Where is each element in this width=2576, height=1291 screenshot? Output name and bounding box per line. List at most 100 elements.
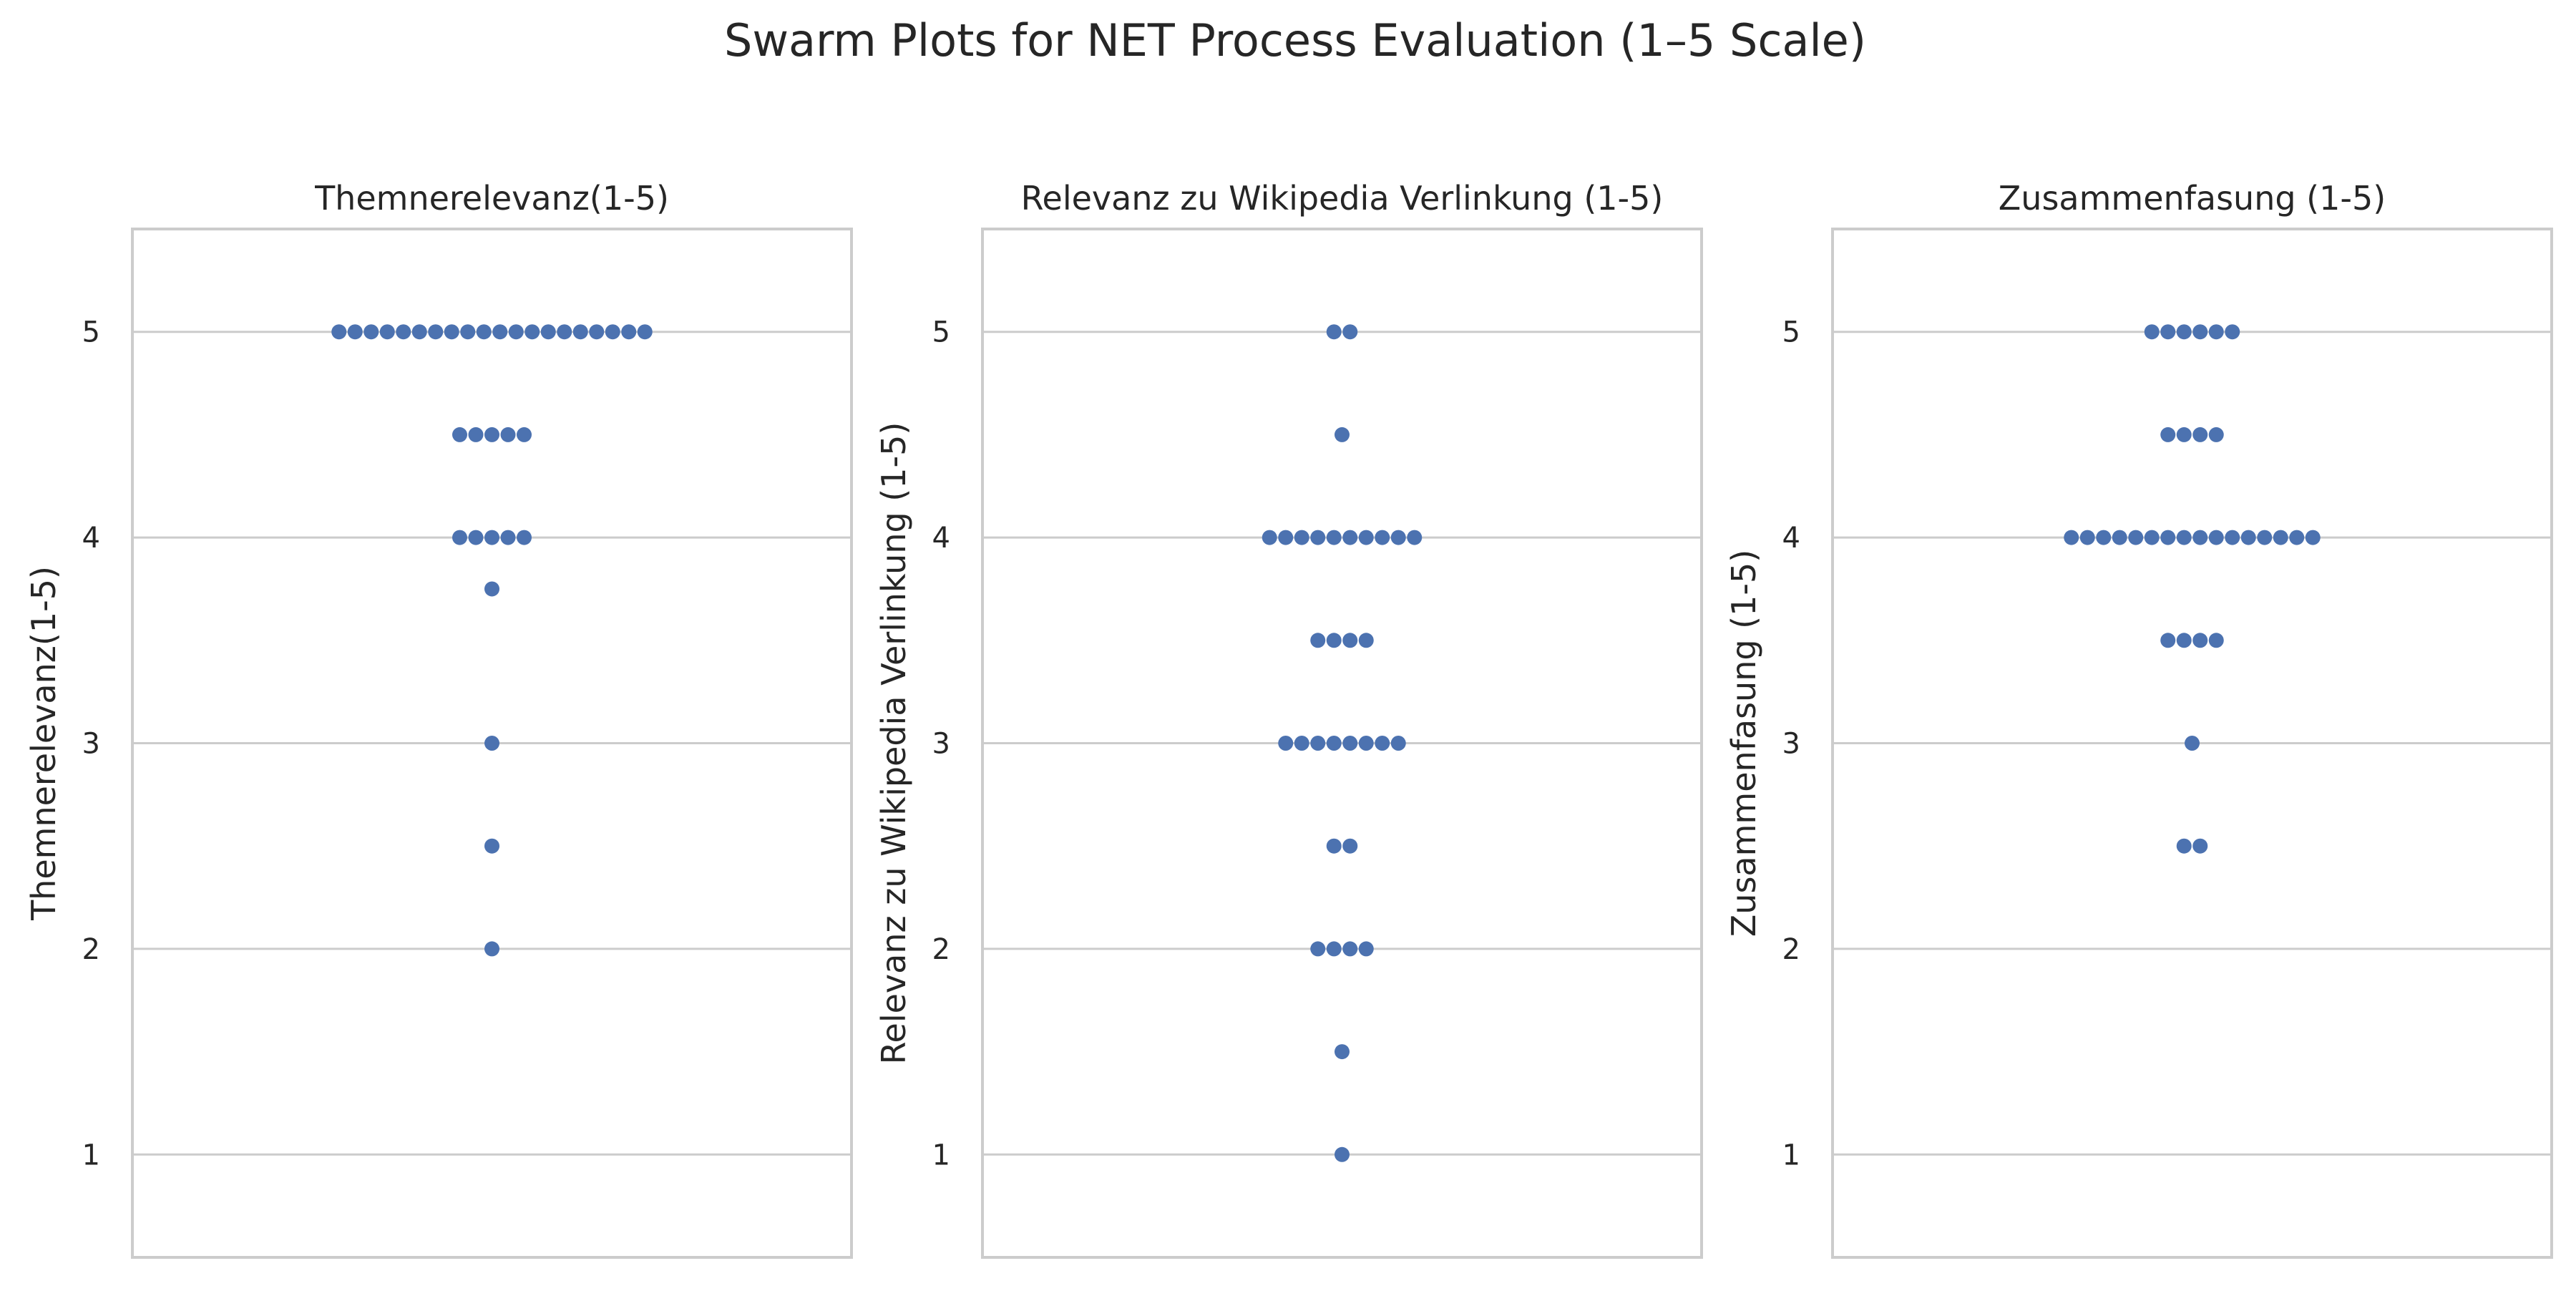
swarm-point	[1326, 633, 1342, 648]
swarm-point	[1326, 941, 1342, 957]
swarm-point	[2240, 530, 2256, 545]
y-axis-label: Themnerelevanz(1-5)	[24, 566, 63, 921]
swarm-point	[2176, 838, 2192, 854]
y-tick-label: 3	[82, 728, 100, 761]
swarm-point	[2176, 633, 2192, 648]
swarm-point	[1310, 941, 1326, 957]
swarm-point	[1358, 530, 1374, 545]
swarm-point	[468, 530, 484, 545]
swarm-point	[484, 736, 499, 751]
swarm-point	[1342, 941, 1358, 957]
swarm-point	[589, 324, 605, 340]
swarm-point	[2144, 324, 2160, 340]
swarm-point	[517, 530, 532, 545]
swarm-point	[2160, 324, 2176, 340]
swarm-point	[517, 427, 532, 442]
swarm-point	[2225, 530, 2240, 545]
plot-frame	[131, 228, 853, 1259]
swarm-point	[1390, 736, 1406, 751]
swarm-point	[2192, 838, 2208, 854]
swarm-panel-3: 1 2 3 4 5 Zusammenfasung (1-5) Zusammenfasung …	[1724, 179, 2553, 1259]
swarm-point	[1335, 1044, 1350, 1060]
swarm-point	[1326, 736, 1342, 751]
swarm-point	[2192, 324, 2208, 340]
swarm-point	[572, 324, 588, 340]
plot-frame	[1831, 228, 2553, 1259]
y-tick-label: 4	[82, 522, 100, 555]
y-tick-label: 5	[1782, 316, 1800, 349]
swarm-point	[500, 427, 516, 442]
swarm-point	[557, 324, 572, 340]
swarm-point	[2185, 736, 2200, 751]
swarm-point	[1294, 736, 1309, 751]
swarm-point	[492, 324, 508, 340]
swarm-point	[1407, 530, 1423, 545]
panel-title: Zusammenfasung (1-5)	[1999, 179, 2386, 218]
y-tick-label: 3	[932, 728, 950, 761]
y-tick-label: 3	[1782, 728, 1800, 761]
swarm-point	[1310, 530, 1326, 545]
y-tick-label: 2	[82, 933, 100, 966]
swarm-point	[1358, 941, 1374, 957]
swarm-point	[411, 324, 427, 340]
swarm-point	[452, 427, 467, 442]
swarm-point	[452, 530, 467, 545]
swarm-point	[508, 324, 524, 340]
swarm-point	[2176, 427, 2192, 442]
swarm-point	[468, 427, 484, 442]
swarm-point	[2096, 530, 2112, 545]
y-tick-label: 1	[932, 1139, 950, 1171]
swarm-point	[1294, 530, 1309, 545]
swarm-point	[2128, 530, 2144, 545]
swarm-point	[2273, 530, 2288, 545]
figure-title: Swarm Plots for NET Process Evaluation (…	[724, 14, 1866, 67]
swarm-point	[2208, 633, 2224, 648]
swarm-point	[1342, 838, 1358, 854]
panel-title: Themnerelevanz(1-5)	[314, 179, 669, 218]
swarm-point	[2160, 633, 2176, 648]
swarm-point	[484, 530, 499, 545]
swarm-point	[379, 324, 395, 340]
swarm-point	[1358, 633, 1374, 648]
swarm-point	[1342, 324, 1358, 340]
y-tick-label: 1	[82, 1139, 100, 1171]
swarm-point	[331, 324, 347, 340]
y-axis-label: Zusammenfasung (1-5)	[1724, 550, 1763, 937]
swarm-point	[1262, 530, 1277, 545]
panel-title: Relevanz zu Wikipedia Verlinkung (1-5)	[1021, 179, 1664, 218]
y-tick-label: 5	[82, 316, 100, 349]
swarm-point	[444, 324, 459, 340]
swarm-point	[2208, 530, 2224, 545]
swarm-point	[621, 324, 637, 340]
swarm-point	[1335, 427, 1350, 442]
swarm-point	[2192, 530, 2208, 545]
swarm-point	[500, 530, 516, 545]
swarm-point	[484, 941, 499, 957]
swarm-point	[2192, 427, 2208, 442]
swarm-point	[364, 324, 379, 340]
swarm-point	[1326, 838, 1342, 854]
swarm-point	[428, 324, 444, 340]
y-tick-label: 2	[932, 933, 950, 966]
y-axis-label: Relevanz zu Wikipedia Verlinkung (1-5)	[874, 422, 913, 1065]
swarm-point	[1326, 530, 1342, 545]
swarm-point	[605, 324, 620, 340]
swarm-point	[2192, 633, 2208, 648]
plot-frame	[981, 228, 1703, 1259]
swarm-point	[2112, 530, 2127, 545]
swarm-point	[1335, 1146, 1350, 1162]
swarm-point	[1342, 633, 1358, 648]
y-tick-label: 4	[1782, 522, 1800, 555]
swarm-point	[347, 324, 363, 340]
swarm-point	[460, 324, 476, 340]
swarm-point	[2079, 530, 2095, 545]
swarm-point	[1310, 736, 1326, 751]
swarm-panel-2: 1 2 3 4 5 Relevanz zu Wikipedia Verlinkung (1…	[874, 179, 1703, 1259]
swarm-point	[396, 324, 411, 340]
swarm-point	[2064, 530, 2079, 545]
swarm-point	[1390, 530, 1406, 545]
y-tick-label: 5	[932, 316, 950, 349]
swarm-point	[2176, 530, 2192, 545]
swarm-point	[2305, 530, 2321, 545]
